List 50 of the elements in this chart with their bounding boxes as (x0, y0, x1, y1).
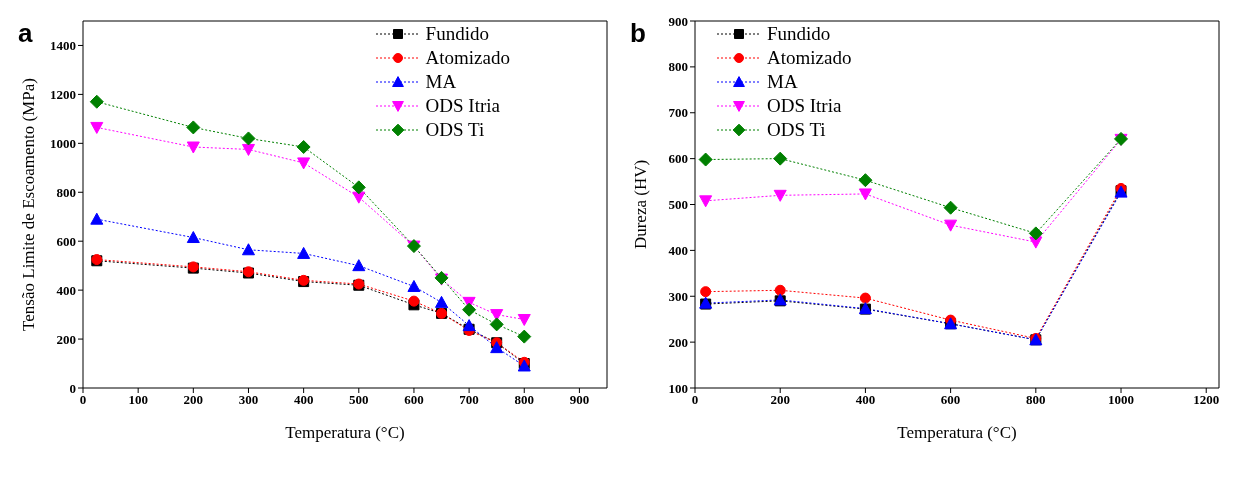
text: b (630, 18, 646, 49)
y-tick-label: 800 (56, 184, 76, 200)
y-tick-label: 1200 (50, 87, 76, 103)
y-tick-label: 400 (56, 282, 76, 298)
x-tick-label: 0 (79, 392, 87, 408)
x-tick-label: 0 (691, 392, 699, 408)
y-tick-label: 1000 (50, 135, 76, 151)
x-tick-label: 1200 (1193, 392, 1220, 408)
x-tick-label: 900 (569, 392, 590, 408)
x-tick-label: 800 (1026, 392, 1046, 408)
x-tick-label: 200 (183, 392, 204, 408)
legend-label: MA (425, 70, 457, 94)
y-tick-label: 600 (668, 151, 688, 167)
x-tick-label: 600 (404, 392, 424, 408)
x-tick-label: 100 (128, 392, 148, 408)
legend-label: Atomizado (767, 46, 852, 70)
y-tick-label: 100 (668, 380, 688, 396)
y-tick-label: 1400 (50, 38, 76, 54)
x-tick-label: 400 (293, 392, 314, 408)
x-tick-label: 300 (238, 392, 259, 408)
legend-label: ODS Itria (767, 94, 842, 118)
x-tick-label: 1000 (1108, 392, 1135, 408)
y-tick-label: 900 (668, 13, 688, 29)
y-tick-label: 200 (56, 331, 76, 347)
y-tick-label: 600 (56, 233, 76, 249)
x-axis-title: Temperatura (°C) (285, 423, 405, 442)
y-tick-label: 200 (668, 334, 688, 350)
legend-label: Fundido (767, 22, 831, 46)
y-tick-label: 700 (668, 105, 688, 121)
legend-label: MA (767, 70, 798, 94)
x-tick-label: 800 (514, 392, 535, 408)
legend-label: Atomizado (425, 46, 510, 70)
x-tick-label: 200 (770, 392, 790, 408)
legend-label: ODS Itria (425, 94, 500, 118)
legend-label: ODS Ti (767, 118, 826, 142)
y-tick-label: 0 (69, 380, 76, 396)
y-axis-title: Dureza (HV) (631, 159, 651, 250)
y-axis-title: Tensão Limite de Escoamento (MPa) (19, 78, 39, 331)
y-tick-label: 400 (668, 242, 688, 258)
y-tick-label: 500 (668, 197, 688, 213)
x-tick-label: 600 (940, 392, 961, 408)
y-tick-label: 300 (668, 288, 688, 304)
x-tick-label: 500 (349, 392, 369, 408)
x-tick-label: 700 (459, 392, 479, 408)
y-tick-label: 800 (668, 59, 688, 75)
x-axis-title: Temperatura (°C) (897, 423, 1017, 442)
x-tick-label: 400 (855, 392, 876, 408)
legend-label: Fundido (425, 22, 489, 46)
legend-label: ODS Ti (425, 118, 485, 142)
text: a (18, 18, 33, 49)
